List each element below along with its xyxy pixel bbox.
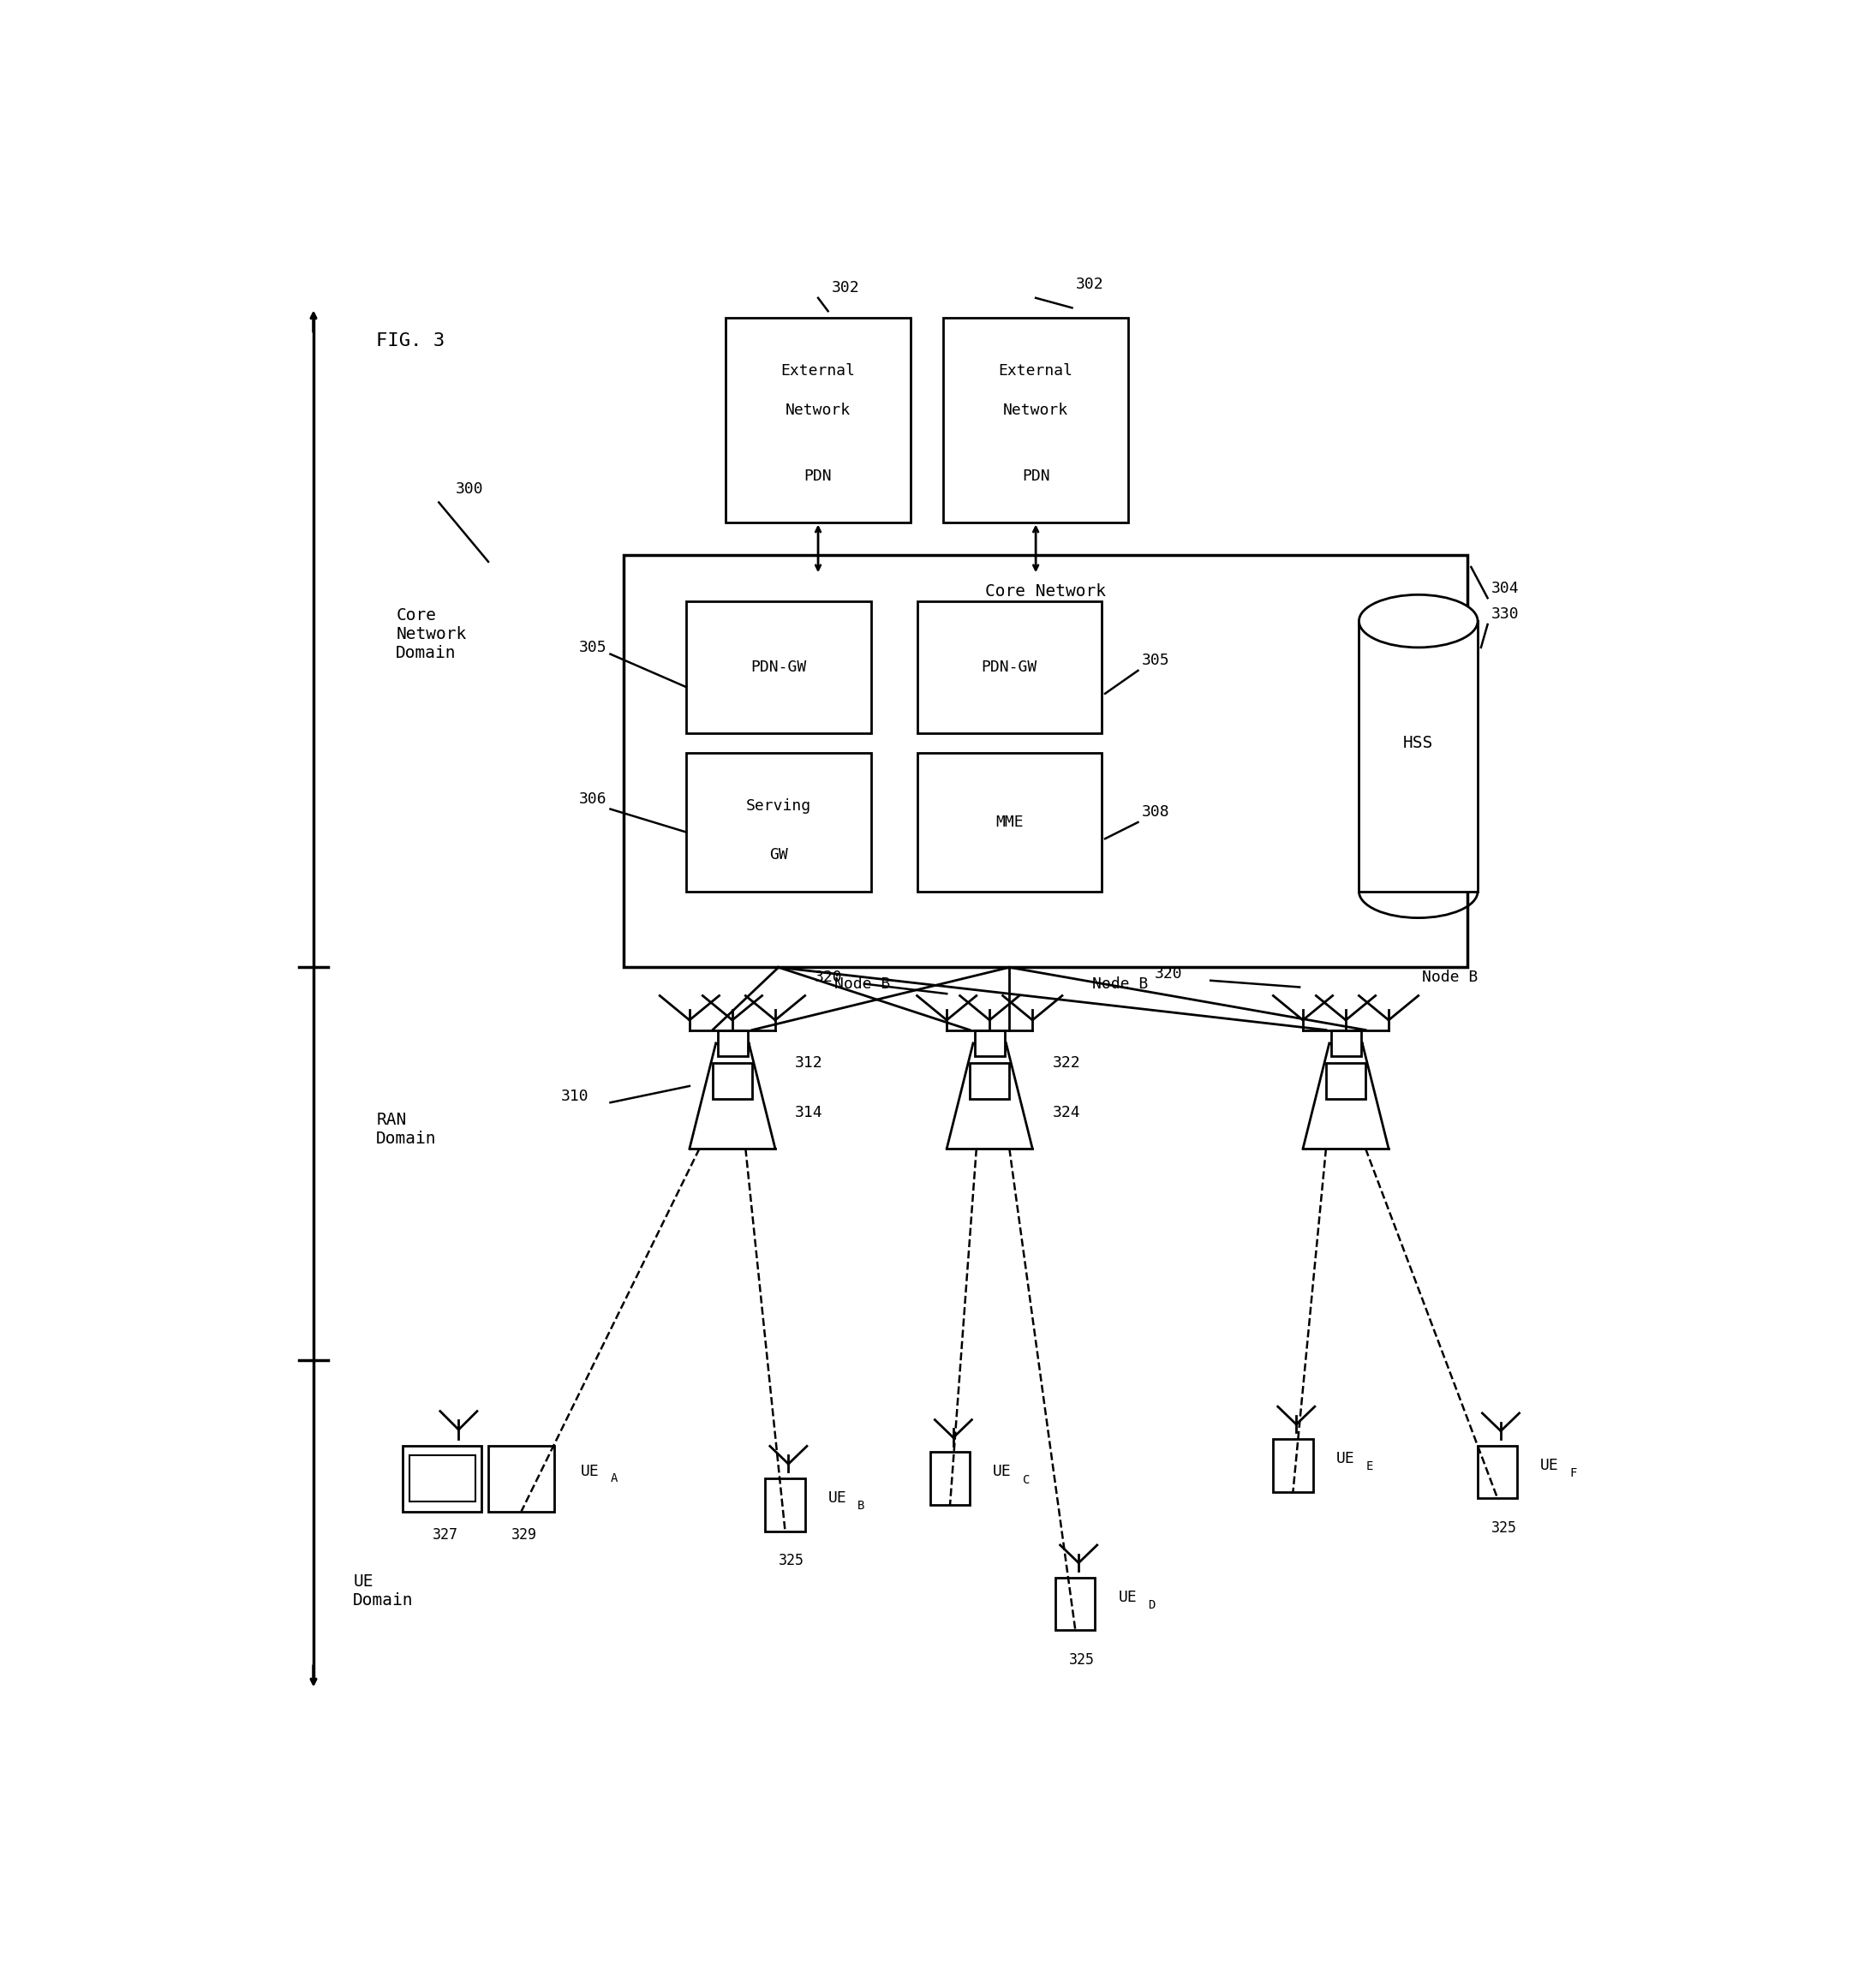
Text: 325: 325	[1491, 1521, 1517, 1535]
Bar	[403, 1445, 481, 1511]
Text: PDN: PDN	[803, 469, 831, 483]
Text: UE: UE	[582, 1465, 600, 1479]
Text: UE
Domain: UE Domain	[352, 1573, 414, 1608]
Bar	[1359, 620, 1478, 891]
Bar	[969, 1064, 1010, 1099]
Text: HSS: HSS	[1404, 736, 1433, 751]
Text: B: B	[857, 1501, 865, 1513]
Text: 325: 325	[1070, 1652, 1094, 1668]
Text: 302: 302	[1076, 276, 1103, 292]
Text: Node B: Node B	[1422, 970, 1478, 984]
Text: MME: MME	[995, 815, 1023, 829]
Text: External: External	[999, 362, 1074, 378]
Bar	[718, 1030, 747, 1056]
Text: 305: 305	[1141, 652, 1169, 668]
Text: FIG. 3: FIG. 3	[377, 332, 445, 350]
Bar	[917, 753, 1102, 891]
Ellipse shape	[1359, 594, 1478, 648]
Text: 322: 322	[1053, 1056, 1081, 1072]
Text: 320: 320	[815, 970, 843, 984]
Text: A: A	[610, 1473, 617, 1485]
Text: UE: UE	[994, 1465, 1012, 1479]
Bar	[1325, 1064, 1366, 1099]
Text: 312: 312	[796, 1056, 824, 1072]
Bar	[1478, 1445, 1517, 1499]
Text: E: E	[1366, 1461, 1372, 1473]
Text: D: D	[1148, 1598, 1156, 1610]
Text: RAN
Domain: RAN Domain	[377, 1111, 436, 1147]
Text: UE: UE	[828, 1491, 846, 1507]
Text: Node B: Node B	[1092, 976, 1148, 992]
Text: GW: GW	[770, 847, 788, 863]
Text: Node B: Node B	[835, 976, 891, 992]
Text: PDN: PDN	[1021, 469, 1049, 483]
Text: 308: 308	[1141, 805, 1169, 821]
Text: 310: 310	[561, 1087, 589, 1103]
Bar	[712, 1064, 753, 1099]
Text: Core Network: Core Network	[986, 582, 1105, 600]
Text: 305: 305	[580, 640, 608, 656]
Text: Network: Network	[785, 402, 850, 417]
Bar	[930, 1451, 969, 1505]
Bar	[686, 600, 870, 734]
Bar	[766, 1479, 805, 1531]
Bar	[488, 1445, 554, 1511]
Text: UE: UE	[1336, 1451, 1355, 1467]
Bar	[1273, 1439, 1312, 1491]
Text: 314: 314	[796, 1105, 824, 1119]
Text: PDN-GW: PDN-GW	[751, 660, 807, 676]
Text: External: External	[781, 362, 856, 378]
Bar	[975, 1030, 1005, 1056]
Bar	[917, 600, 1102, 734]
Text: Serving: Serving	[746, 797, 811, 813]
Bar	[725, 318, 910, 523]
Bar	[624, 555, 1467, 968]
Bar	[943, 318, 1128, 523]
Text: 320: 320	[1154, 966, 1182, 982]
Bar	[410, 1455, 475, 1501]
Text: UE: UE	[1540, 1457, 1558, 1473]
Text: PDN-GW: PDN-GW	[982, 660, 1038, 676]
Text: 324: 324	[1053, 1105, 1081, 1119]
Text: F: F	[1569, 1467, 1577, 1479]
Text: Core
Network
Domain: Core Network Domain	[395, 606, 466, 662]
Text: C: C	[1023, 1473, 1029, 1485]
Text: 325: 325	[779, 1553, 805, 1569]
Text: 302: 302	[831, 280, 859, 296]
Text: 330: 330	[1491, 606, 1519, 622]
Text: 327: 327	[432, 1527, 459, 1543]
Text: 304: 304	[1491, 580, 1519, 596]
Bar	[1331, 1030, 1361, 1056]
Bar	[1055, 1576, 1096, 1630]
Text: Network: Network	[1003, 402, 1068, 417]
Text: 329: 329	[511, 1527, 537, 1543]
Text: 300: 300	[455, 481, 483, 497]
Bar	[686, 753, 870, 891]
Text: UE: UE	[1118, 1590, 1137, 1604]
Text: 306: 306	[580, 791, 608, 807]
